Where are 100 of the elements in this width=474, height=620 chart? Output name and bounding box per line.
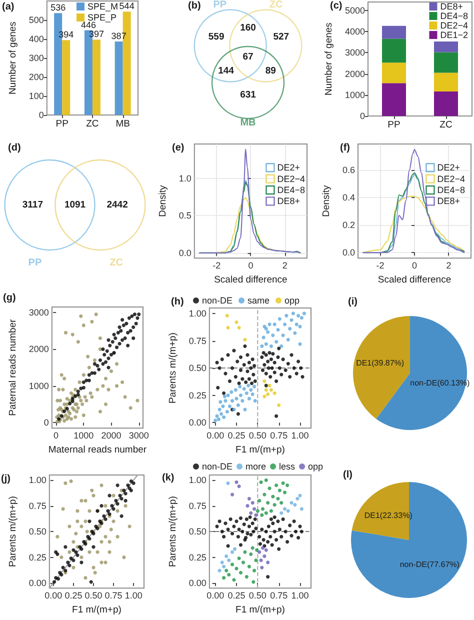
y-tick-label: 5000 [344,5,365,16]
chart-title: (f) [340,142,350,154]
legend-label: DE4−8 [277,185,306,195]
x-axis-title: Maternal reads number [48,444,147,456]
y-tick-label: 1.00 [28,475,46,486]
y-tick-label: 300 [28,53,44,63]
y-tick-label: 0 [38,110,44,120]
data-label: 446 [80,20,96,30]
y-tick-label: 0.75 [188,336,206,346]
legend-label: DE4−8 [437,185,466,195]
chart-title: (c) [330,0,342,12]
text: (b) [188,0,201,12]
y-tick-label: 0.75 [188,500,206,511]
x-tick-label: 0 [248,260,254,271]
x-tick-label: 0 [412,260,418,271]
y-tick-label: 2000 [344,68,365,79]
y-tick-label: 0.50 [188,363,206,374]
x-axis-title: F1 m/(m+p) [236,444,285,456]
y-axis-title: Density [321,184,332,217]
y-tick-label: 3000 [28,308,49,318]
legend-label: DE2−4 [437,174,466,184]
y-tick-label: 0 [44,418,49,428]
y-tick-label: 0.00 [28,578,46,588]
text: 144 [218,65,235,76]
y-tick-label: 0.25 [188,390,206,400]
x-tick-label: 0.75 [270,590,288,601]
y-tick-label: 0.00 [188,418,206,428]
legend-label: opp [284,296,300,306]
legend-label: DE2−4 [277,174,306,184]
y-tick-label: 4000 [344,26,365,37]
legend-label: PP [213,0,227,11]
x-tick-label: ZC [440,120,452,130]
y-axis-title: Density [158,184,168,217]
y-axis-title: Number of genes [324,22,335,96]
y-tick-label: 400 [28,34,44,44]
x-tick-label: 1.00 [291,430,309,441]
x-axis-title: F1 m/(m+p) [236,604,285,616]
slice-label: DE1(39.87%) [356,358,404,368]
chart-title: (i) [348,296,358,308]
y-tick-label: 100 [28,91,44,101]
legend-label: more [246,462,266,472]
legend-label: opp [308,462,324,472]
text: (d) [8,142,21,154]
y-tick-label: 0.25 [188,552,206,562]
text: 1091 [64,200,86,210]
legend-label: DE8+ [437,196,460,206]
x-tick-label: 0.25 [228,430,246,441]
y-tick-label: 1.00 [188,308,206,318]
legend-label: same [248,296,270,306]
y-tick-label: 0 [360,111,365,121]
y-tick-label: 0.0 [342,248,355,258]
chart-title: (h) [171,296,184,308]
chart-title: (j) [1,474,10,484]
legend-label: SPE_M [87,2,118,12]
x-tick-label: 0 [54,430,59,441]
y-tick-label: 0.5 [178,210,192,221]
y-tick-label: 0.6 [342,165,355,176]
x-tick-label: 0.25 [64,590,82,601]
x-tick-label: 2 [446,260,452,271]
x-tick-label: 0.50 [248,430,266,441]
legend-label: DE4−8 [440,11,468,21]
y-tick-label: 0.25 [28,552,46,562]
x-tick-label: 0.75 [104,590,122,601]
text: 160 [240,22,256,34]
legend-label: DE8+ [277,196,300,206]
y-tick-label: 2000 [28,344,49,354]
y-tick-label: 3000 [344,48,365,58]
y-tick-label: 1000 [344,90,365,100]
x-tick-label: MB [116,118,130,130]
slice-label: non-DE(77.67%) [400,560,460,569]
y-axis-title: Parents m/(m+p) [168,496,178,568]
x-tick-label: ZC [86,118,99,130]
x-axis-title: Scaled difference [214,274,288,286]
y-axis-title: Paternal reads number [8,319,18,416]
x-tick-label: 0.00 [206,590,224,601]
y-tick-label: 0.50 [188,526,206,537]
x-tick-label: 0.25 [228,590,246,601]
text: 3117 [22,200,44,210]
y-tick-label: 0.50 [28,526,46,537]
legend-label: DE8+ [440,2,463,12]
chart-title: (g) [3,292,16,304]
chart-title: (l) [343,470,352,480]
x-tick-label: 1000 [74,430,94,441]
text: 67 [242,51,254,62]
y-axis-title: Parents m/(m+p) [8,496,18,568]
chart-title: (a) [2,2,14,12]
legend-label: less [279,462,296,472]
legend-label: SPE_P [87,12,117,22]
x-tick-label: -2 [212,260,221,271]
x-tick-label: 0.50 [84,590,102,601]
y-tick-label: 0.0 [178,248,192,258]
x-tick-label: PP [388,120,400,130]
y-tick-label: 0.00 [188,578,206,588]
y-tick-label: 1.0 [178,173,192,184]
x-axis-title: F1 m/(m+p) [72,604,122,616]
data-label: 536 [50,2,66,13]
x-tick-label: 1.00 [291,590,309,601]
y-tick-label: 0.4 [342,192,355,203]
x-tick-label: 2000 [101,430,122,441]
x-tick-label: 0.00 [206,430,224,441]
